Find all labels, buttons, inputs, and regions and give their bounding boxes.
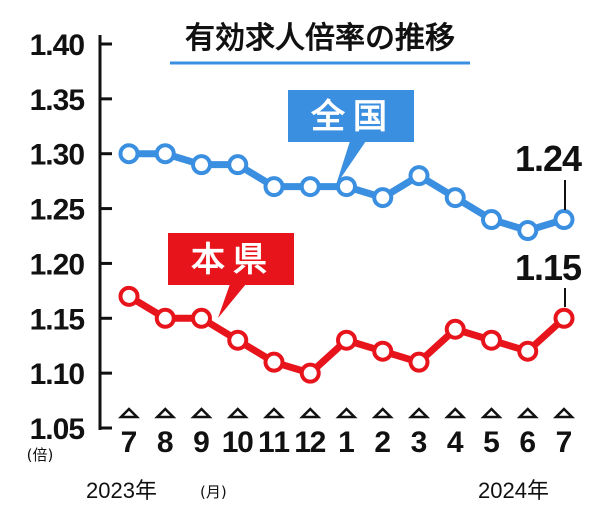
legend-prefecture-pointer (218, 284, 246, 318)
x-tick-label: 10 (222, 426, 254, 459)
x-tick-mark (299, 407, 322, 419)
y-axis-ticks: 1.40 1.35 1.30 1.25 1.20 1.15 1.10 1.05 (30, 29, 112, 446)
x-tick-label: 12 (294, 426, 326, 459)
data-point (191, 154, 212, 176)
x-tick-mark (117, 407, 141, 419)
data-point (191, 307, 212, 329)
x-tick-mark (516, 407, 539, 419)
y-tick-label: 1.10 (30, 358, 85, 391)
legend-prefecture-box (168, 233, 294, 285)
data-point (444, 318, 466, 340)
x-tick-mark (262, 407, 286, 419)
year-start-label: 2023年 (86, 478, 157, 503)
x-tick-label: 11 (258, 426, 290, 459)
data-point (408, 165, 430, 187)
data-point (372, 187, 394, 209)
data-point (118, 285, 140, 307)
data-point (263, 351, 285, 373)
legend-national: 全国 (288, 90, 414, 185)
data-point (227, 329, 249, 351)
chart-title: 有効求人倍率の推移 (185, 21, 455, 56)
x-tick-mark (154, 407, 177, 419)
data-point (154, 143, 176, 165)
data-point (444, 187, 466, 209)
data-point (481, 329, 502, 351)
year-end-label: 2024年 (478, 478, 549, 503)
data-point (118, 143, 140, 165)
y-tick-label: 1.30 (30, 139, 85, 172)
data-point (517, 340, 539, 362)
x-tick-mark (552, 407, 576, 419)
data-point (481, 209, 502, 231)
x-tick-label: 2 (374, 426, 391, 459)
x-tick-mark (335, 407, 358, 419)
y-unit-label: (倍) (27, 446, 54, 464)
end-label-national: 1.24 (515, 138, 583, 210)
legend-national-label: 全国 (310, 97, 395, 137)
y-tick-label: 1.35 (30, 84, 85, 117)
x-tick-label: 1 (338, 426, 355, 459)
y-tick-label: 1.15 (30, 303, 85, 336)
legend-prefecture: 本県 (168, 233, 294, 318)
data-point (517, 220, 539, 242)
series-1 (118, 285, 575, 384)
data-point (336, 176, 357, 198)
x-tick-mark (407, 407, 431, 419)
data-point (154, 307, 176, 329)
x-axis-ticks: 7 8 9 10 11 12 1 2 3 4 5 6 7 (117, 407, 576, 459)
x-tick-mark (190, 407, 213, 419)
end-value-national: 1.24 (515, 138, 582, 179)
y-tick-label: 1.25 (30, 194, 85, 227)
legend-national-box (288, 90, 414, 142)
data-point (408, 351, 430, 373)
x-tick-mark (226, 407, 249, 419)
x-tick-mark (444, 407, 467, 419)
data-point (263, 176, 285, 198)
data-point (553, 307, 575, 329)
data-point (299, 176, 321, 198)
x-tick-label: 7 (121, 426, 138, 459)
x-tick-label: 4 (447, 426, 464, 459)
y-tick-label: 1.20 (30, 248, 85, 281)
x-tick-label: 8 (157, 426, 174, 459)
x-tick-label: 3 (411, 426, 428, 459)
data-point (336, 329, 357, 351)
data-point (227, 154, 249, 176)
y-tick-label: 1.40 (30, 29, 85, 62)
x-tick-label: 7 (556, 426, 573, 459)
end-value-prefecture: 1.15 (515, 247, 582, 288)
x-tick-label: 6 (519, 426, 536, 459)
data-point (372, 340, 394, 362)
x-tick-mark (371, 407, 394, 419)
x-tick-label: 9 (193, 426, 210, 459)
series-layer (118, 143, 575, 384)
x-unit-label: (月) (200, 483, 227, 501)
legend-national-pointer (336, 141, 366, 185)
end-label-prefecture: 1.15 (515, 247, 583, 307)
x-tick-label: 5 (483, 426, 500, 459)
data-point (299, 362, 321, 384)
legend-prefecture-label: 本県 (191, 240, 275, 280)
series-0 (118, 143, 575, 242)
y-tick-label: 1.05 (30, 413, 85, 446)
x-tick-mark (480, 407, 503, 419)
data-point (553, 209, 575, 231)
